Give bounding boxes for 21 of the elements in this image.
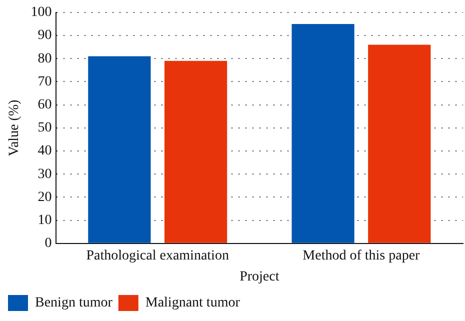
bar — [292, 24, 354, 243]
bar — [164, 60, 228, 243]
x-tick-label: Pathological examination — [86, 248, 229, 264]
y-axis-title: Value (%) — [7, 99, 22, 156]
x-tick-label: Method of this paper — [302, 248, 420, 264]
y-tick-label: 70 — [38, 74, 52, 90]
y-tick-label: 100 — [30, 5, 52, 20]
y-tick-label: 60 — [38, 97, 52, 112]
y-tick-label: 40 — [38, 144, 52, 159]
legend-label: Malignant tumor — [145, 296, 240, 311]
y-tick-label: 30 — [38, 166, 52, 182]
y-tick-label: 10 — [38, 212, 52, 228]
y-tick-label: 80 — [38, 51, 52, 66]
bar — [368, 44, 431, 243]
y-tick-label: 0 — [44, 236, 52, 252]
bar — [88, 56, 151, 243]
y-tick-label: 50 — [38, 120, 52, 136]
y-tick-label: 20 — [38, 190, 52, 205]
y-tick-label: 90 — [38, 28, 52, 44]
x-axis-title: Project — [240, 269, 280, 284]
legend-label: Benign tumor — [35, 296, 113, 311]
